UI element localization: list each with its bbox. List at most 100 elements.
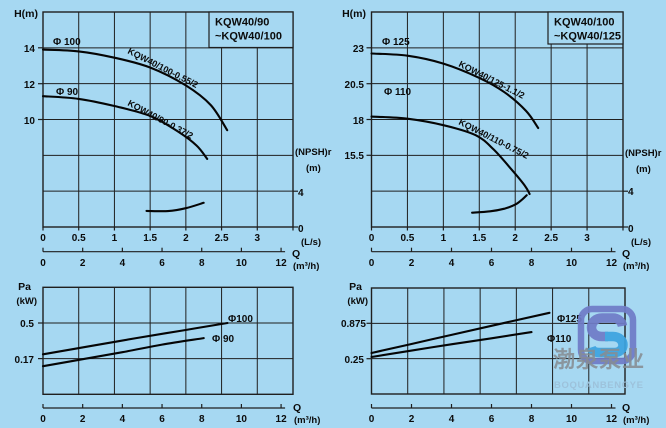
x-tick-label: 3 [255,233,261,244]
ruler-tick-label: 2 [409,414,415,425]
ruler-tick-label: 12 [276,414,288,425]
x-tick-label: 2.5 [215,233,229,244]
ruler-tick-label: 0 [40,258,46,269]
y-tick-label: 23 [353,44,365,55]
ruler-tick-label: 8 [199,258,205,269]
y-tick-label: 0.17 [15,355,35,366]
power-axis-label: Pa [349,281,362,293]
x-axis-unit-ls: (L/s) [631,237,651,248]
npsh-axis-label: (NPSH)r [295,147,332,158]
flow-axis-unit: (m³/h) [294,415,320,426]
npsh-tick-label: 4 [628,187,634,198]
impeller-label: Φ125 [557,314,582,325]
x-tick-label: 0 [40,233,46,244]
ruler-tick-label: 12 [606,414,618,425]
x-tick-label: 1 [112,233,118,244]
plot-border [42,286,294,395]
ruler-tick-label: 6 [489,414,495,425]
y-tick-label: 0.25 [345,355,365,366]
flow-axis-label: Q [622,248,630,260]
flow-axis-unit: (m³/h) [293,261,319,272]
chart-title: ~KQW40/125 [554,31,621,43]
title-box [547,11,624,45]
ruler-tick-label: 0 [369,414,375,425]
power-axis-label: Pa [18,281,31,293]
ruler-tick-label: 10 [566,258,578,269]
impeller-label: Φ 100 [53,37,81,48]
curve-label: KQW40/125-1.1/2 [457,59,526,101]
impeller-label: Φ 90 [212,334,235,345]
curve-Φ90 [41,95,209,160]
curve-label: KQW40/110-0.75/2 [457,117,530,161]
y-tick-label: 12 [24,80,36,91]
y-tick-label: 0.5 [20,319,34,330]
npsh-tick-label: 0 [628,224,634,235]
npsh-axis-unit: (m) [306,163,321,174]
x-tick-label: 1 [441,233,447,244]
x-tick-label: 3 [584,233,590,244]
x-tick-label: 2.5 [544,233,558,244]
x-tick-label: 1.5 [143,233,157,244]
title-box [208,11,294,49]
impeller-label: Φ 110 [384,87,412,98]
ruler-tick-label: 10 [236,414,248,425]
ruler-tick-label: 10 [236,258,248,269]
curve-NPSHr [471,194,528,214]
curve-NPSHr [145,201,205,213]
ruler-tick-label: 4 [449,258,455,269]
x-tick-label: 0.5 [400,233,414,244]
x-axis-unit-ls: (L/s) [301,237,321,248]
ruler-tick-label: 2 [80,414,86,425]
power-axis-unit: (kW) [16,296,37,307]
ruler-tick-label: 0 [369,258,375,269]
y-tick-label: 14 [24,44,36,55]
y-tick-label: 15.5 [345,151,365,162]
x-tick-label: 2 [183,233,189,244]
flow-axis-label: Q [622,402,630,414]
flow-axis-label: Q [293,402,301,414]
curve-Φ110 [370,331,533,359]
y-axis-label: H(m) [342,8,366,20]
impeller-label: Φ 125 [382,37,410,48]
ruler-tick-label: 4 [120,258,126,269]
flow-axis-unit: (m³/h) [623,261,649,272]
ruler-tick-label: 8 [529,414,535,425]
ruler-tick-label: 2 [409,258,415,269]
impeller-label: Φ110 [547,334,572,345]
plot-border [370,287,626,395]
head-chart-left: KQW40/90 ~KQW40/100 0 0.5 1 1.5 2 2.5 3 0 2 4 6 8 10 12… [14,8,332,272]
x-tick-label: 0.5 [72,233,86,244]
power-axis-unit: (kW) [347,296,368,307]
flow-axis-unit: (m³/h) [623,415,649,426]
power-chart-right: 0 2 4 6 8 10 12 Pa (kW) 0.875 0.25 Φ125 Φ110 Q(m³/h) [341,281,649,426]
ruler-tick-label: 0 [40,414,46,425]
ruler-tick-label: 2 [80,258,86,269]
y-tick-label: 0.875 [341,319,366,330]
ruler-tick-label: 12 [276,258,288,269]
ruler-tick-label: 6 [159,258,165,269]
curve-Φ125 [370,311,551,355]
ruler-tick-label: 12 [606,258,618,269]
ruler-tick-label: 4 [449,414,455,425]
x-tick-label: 0 [369,233,375,244]
chart-title: KQW40/100 [554,17,615,29]
power-chart-left: 0 2 4 6 8 10 12 Pa (kW) 0.5 0.17 Φ100 Φ 90 Q(m³/h) [15,281,321,426]
curve-Φ110 [370,115,531,196]
ruler-tick-label: 4 [120,414,126,425]
y-axis-label: H(m) [14,8,38,20]
impeller-label: Φ 90 [56,87,79,98]
npsh-axis-unit: (m) [636,164,651,175]
x-tick-label: 1.5 [472,233,486,244]
ruler-tick-label: 10 [566,414,578,425]
x-tick-label: 2 [512,233,518,244]
y-tick-label: 20.5 [345,80,365,91]
chart-title: ~KQW40/100 [215,31,282,43]
y-tick-label: 18 [353,116,365,127]
curve-Φ125 [370,52,540,130]
chart-title: KQW40/90 [215,17,269,29]
ruler-tick-label: 6 [489,258,495,269]
curve-Φ100 [41,321,229,356]
head-chart-right: KQW40/100 ~KQW40/125 0 0.5 1 1.5 2 2.5 3 0 2 4 6 8 10 1… [342,8,662,272]
